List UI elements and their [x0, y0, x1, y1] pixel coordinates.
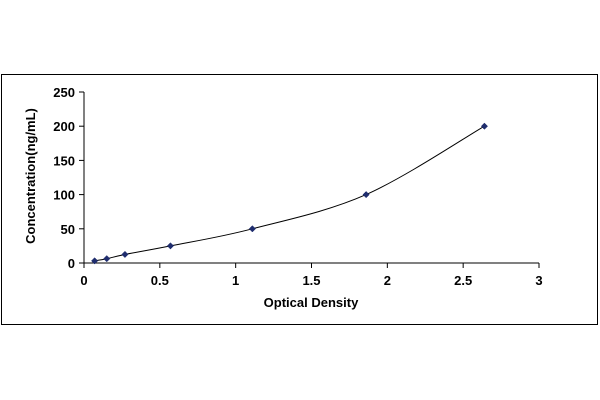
y-tick-label: 250	[53, 85, 75, 100]
x-tick-label: 3	[535, 273, 542, 288]
y-tick-label: 0	[68, 256, 75, 271]
y-tick-label: 50	[61, 222, 75, 237]
data-point	[166, 242, 175, 250]
x-tick-label: 2	[384, 273, 391, 288]
y-tick-label: 200	[53, 119, 75, 134]
data-point	[121, 250, 129, 259]
x-tick-label: 0	[80, 273, 87, 288]
y-tick-label: 100	[53, 188, 75, 203]
x-ticks: 0 0.5 1 1.5 2 2.5 3	[80, 263, 543, 288]
data-point	[91, 257, 99, 265]
y-axis-title: Concentration(ng/mL)	[23, 108, 38, 244]
data-point	[248, 225, 256, 233]
data-points	[91, 122, 488, 265]
y-ticks: 0 50 100 150 200 250	[53, 85, 84, 271]
plot-area: 0 0.5 1 1.5 2 2.5 3 0 50 100 150 200 250	[53, 85, 542, 288]
data-point	[103, 255, 111, 263]
chart-frame	[1, 74, 598, 325]
x-tick-label: 0.5	[151, 273, 169, 288]
y-tick-label: 150	[53, 153, 75, 168]
data-point	[362, 191, 370, 199]
x-tick-label: 2.5	[454, 273, 472, 288]
x-tick-label: 1.5	[302, 273, 320, 288]
data-point	[480, 122, 488, 130]
x-tick-label: 1	[232, 273, 239, 288]
x-axis-title: Optical Density	[264, 295, 359, 310]
